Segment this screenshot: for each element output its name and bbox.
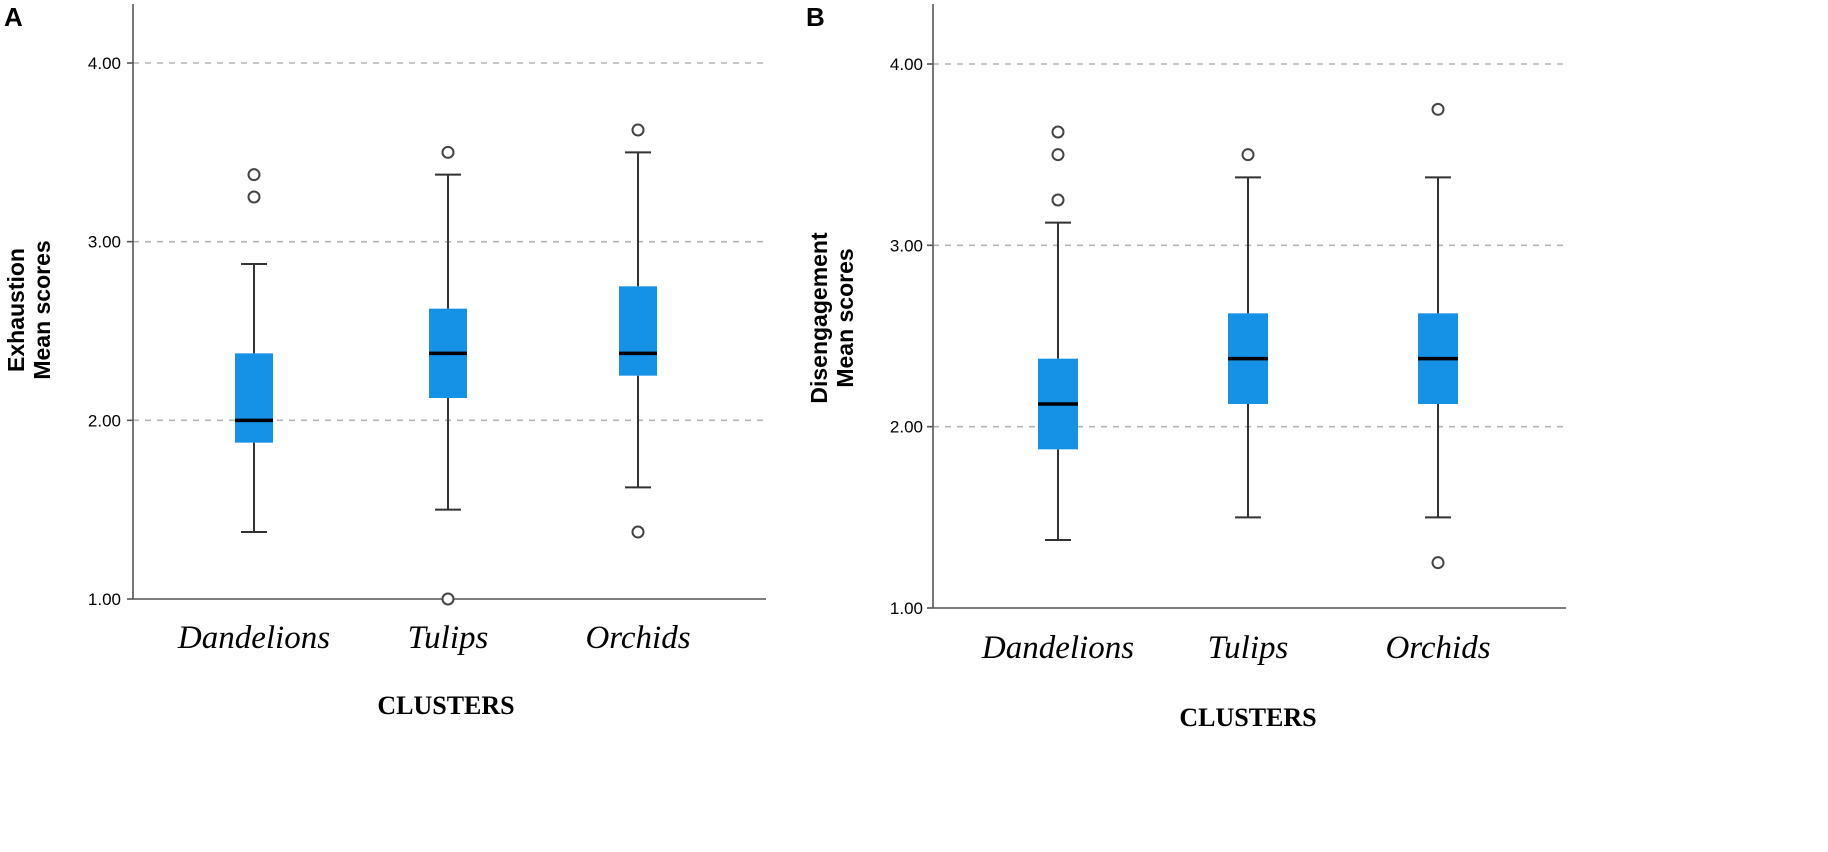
outlier-point bbox=[631, 525, 645, 539]
y-tick-label: 1.00 bbox=[88, 590, 121, 609]
outlier-point bbox=[247, 190, 261, 204]
category-label: Dandelions bbox=[981, 630, 1134, 666]
y-tick-label: 4.00 bbox=[88, 54, 121, 73]
y-tick-label: 2.00 bbox=[88, 411, 121, 430]
box-dandelions bbox=[235, 168, 273, 533]
category-label: Tulips bbox=[408, 620, 489, 656]
panel-b: B 1.00 2.00 3.00 4.00 Disengagement Mean score… bbox=[806, 2, 1566, 732]
y-tick-label: 4.00 bbox=[890, 55, 923, 74]
y-tick-label: 3.00 bbox=[890, 236, 923, 255]
outlier-point bbox=[1051, 125, 1065, 139]
category-label: Orchids bbox=[585, 620, 690, 656]
outlier-point bbox=[1431, 556, 1445, 570]
box-tulips bbox=[429, 145, 467, 606]
outlier-point bbox=[1431, 102, 1445, 116]
y-tick-label: 1.00 bbox=[890, 599, 923, 618]
panel-a: A 1.00 2.00 3.00 4.00 Exhaustion Mean scores Da… bbox=[3, 2, 766, 720]
y-tick-label: 3.00 bbox=[88, 233, 121, 252]
iqr-box bbox=[235, 353, 273, 443]
box-orchids bbox=[1418, 102, 1458, 570]
outlier-point bbox=[1241, 148, 1255, 162]
outlier-point bbox=[441, 145, 455, 159]
x-axis-title: CLUSTERS bbox=[377, 691, 514, 720]
category-label: Tulips bbox=[1208, 630, 1289, 666]
box-orchids bbox=[619, 123, 657, 539]
x-axis-title: CLUSTERS bbox=[1179, 703, 1316, 732]
outlier-point bbox=[1051, 193, 1065, 207]
y-axis-title-line2: Mean scores bbox=[29, 240, 55, 379]
y-axis-title-line1: Exhaustion bbox=[3, 248, 29, 372]
y-tick-label: 2.00 bbox=[890, 418, 923, 437]
panel-letter: B bbox=[806, 2, 825, 32]
y-axis-title-line2: Mean scores bbox=[832, 248, 858, 387]
outlier-point bbox=[247, 168, 261, 182]
y-axis-title-line1: Disengagement bbox=[806, 232, 832, 404]
category-label: Dandelions bbox=[177, 620, 330, 656]
panel-letter: A bbox=[4, 2, 23, 32]
category-label: Orchids bbox=[1385, 630, 1490, 666]
box-tulips bbox=[1228, 148, 1268, 519]
box-dandelions bbox=[1038, 125, 1078, 541]
outlier-point bbox=[1051, 148, 1065, 162]
outlier-point bbox=[441, 592, 455, 606]
outlier-point bbox=[631, 123, 645, 137]
iqr-box bbox=[619, 286, 657, 376]
